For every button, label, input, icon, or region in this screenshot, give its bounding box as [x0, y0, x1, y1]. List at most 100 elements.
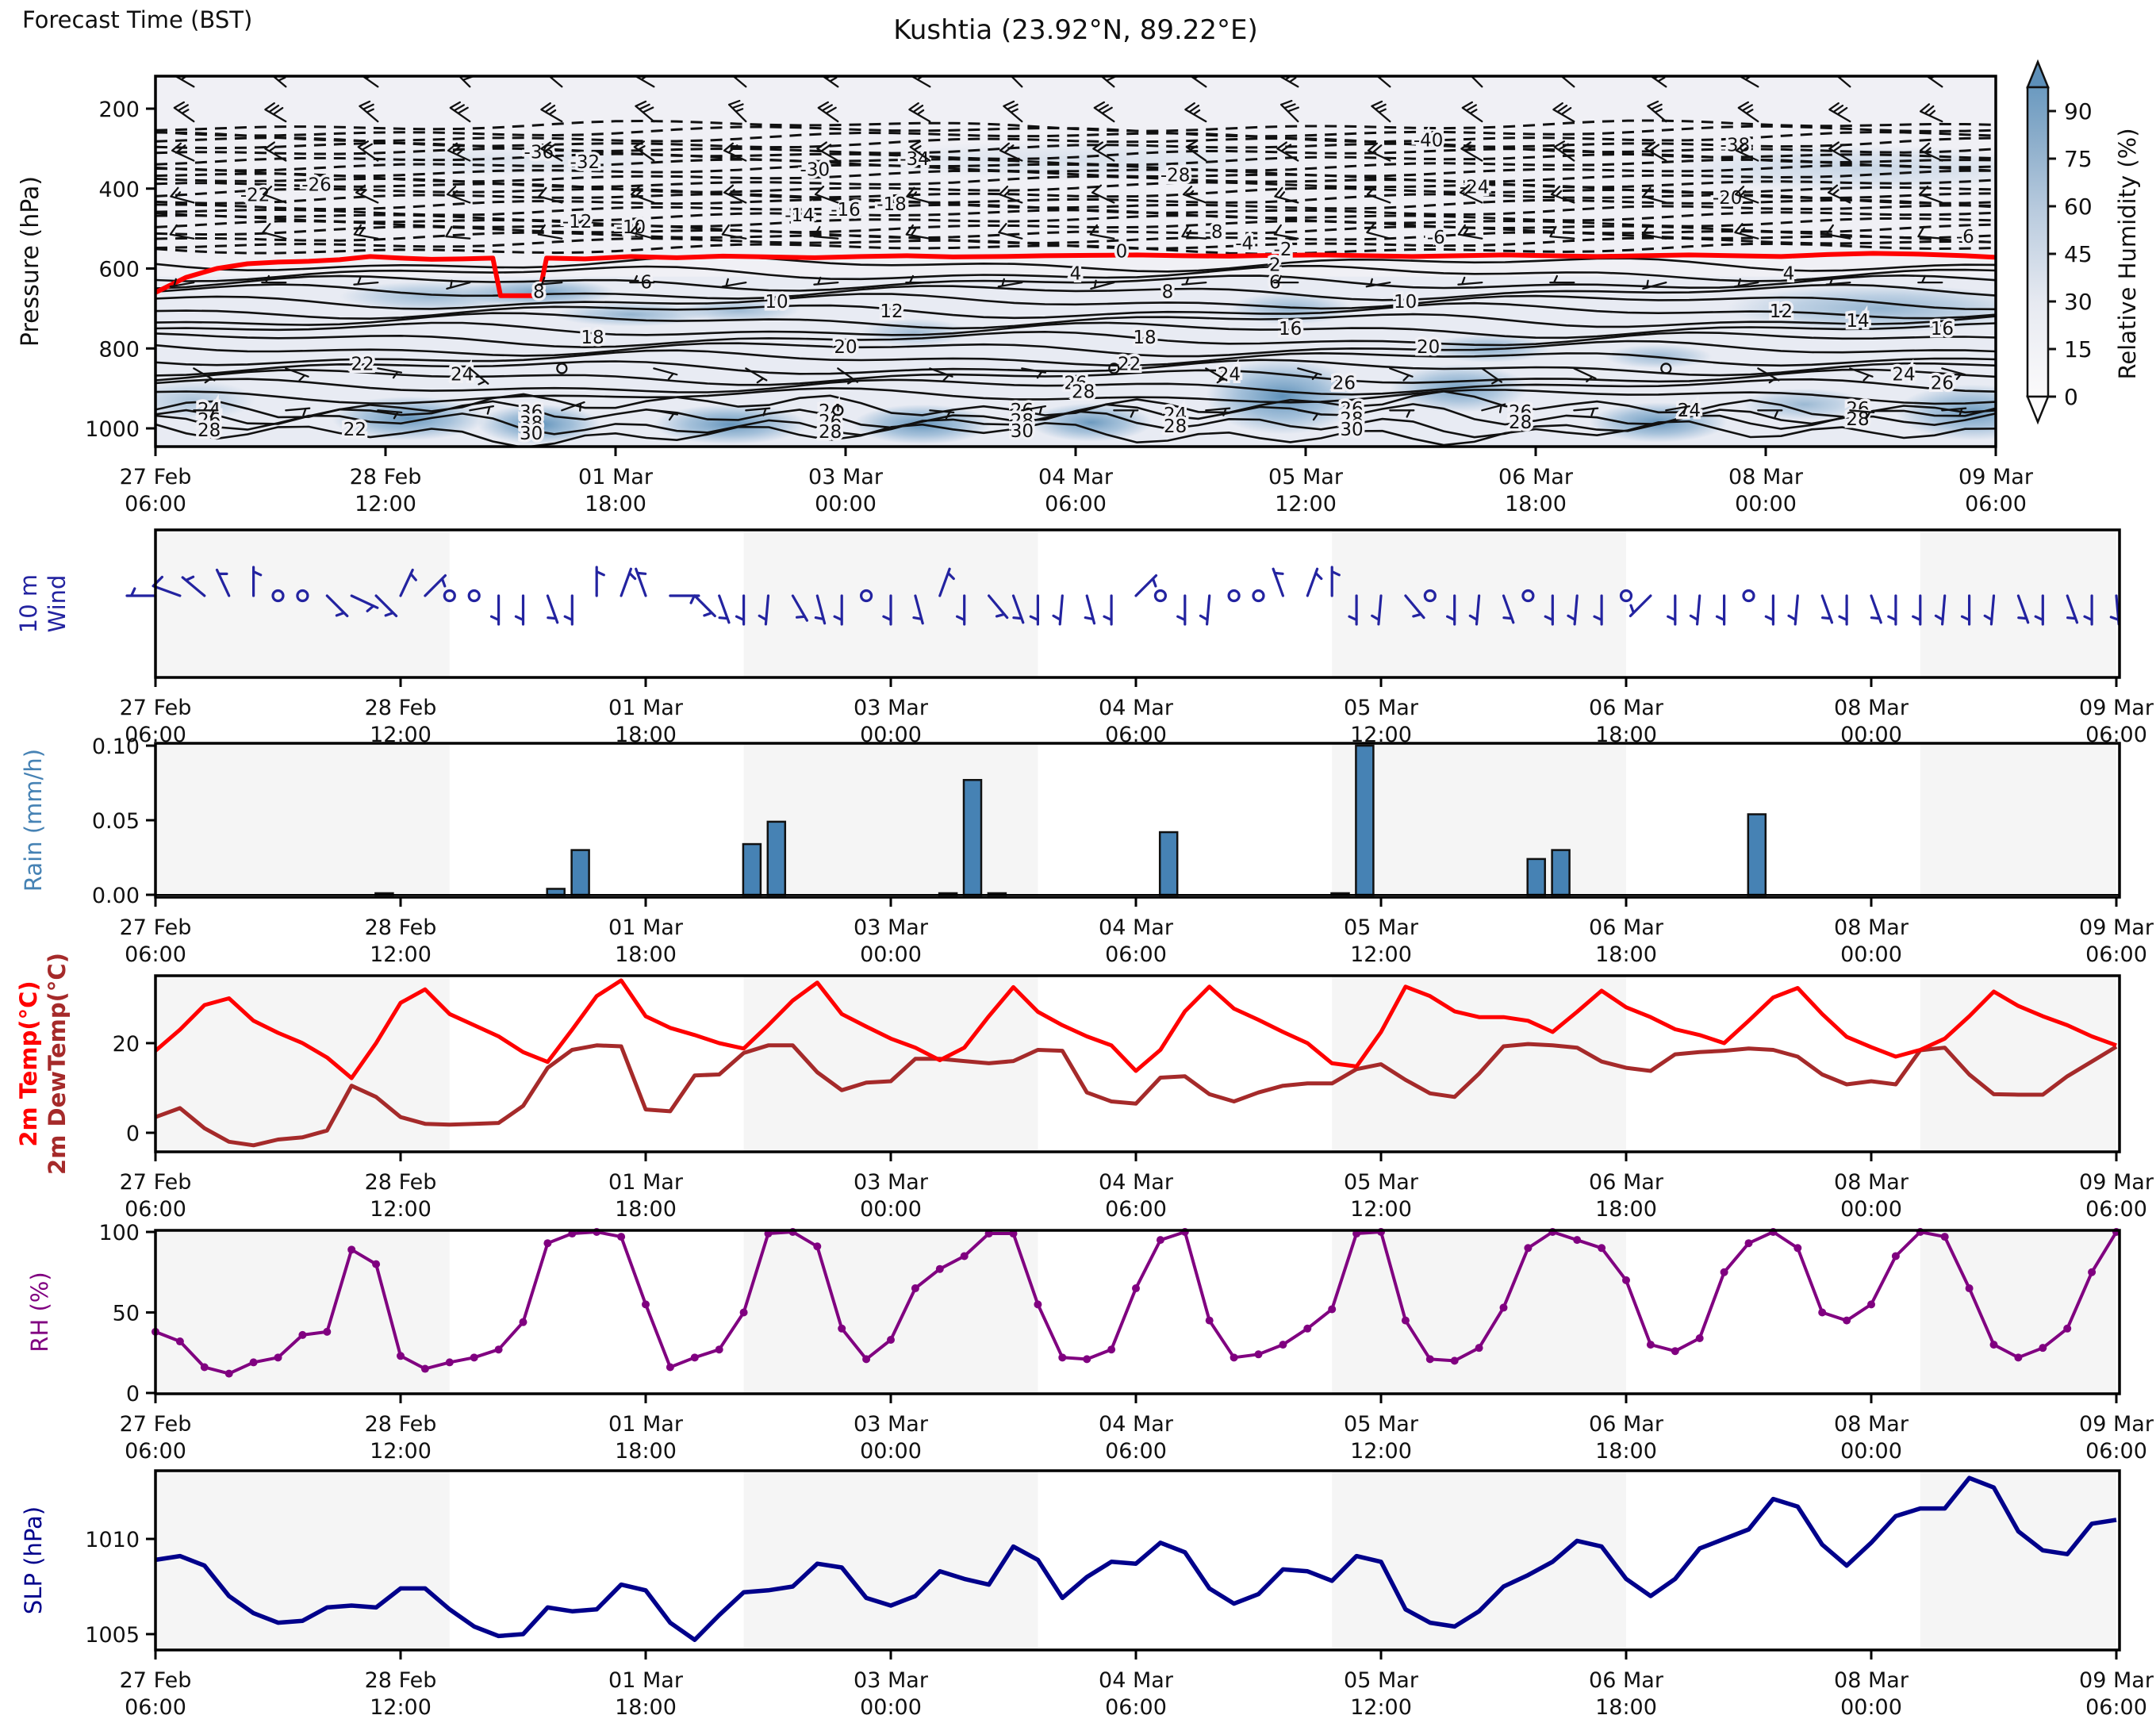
- svg-text:00:00: 00:00: [1840, 1695, 1902, 1716]
- svg-text:28: 28: [1846, 409, 1869, 430]
- slp-line: [155, 1475, 2117, 1642]
- svg-text:26: 26: [1064, 374, 1087, 394]
- svg-text:05 Mar: 05 Mar: [1344, 1412, 1419, 1437]
- svg-text:-36: -36: [524, 142, 554, 163]
- svg-text:01 Mar: 01 Mar: [608, 696, 684, 720]
- svg-text:18:00: 18:00: [615, 942, 677, 967]
- svg-text:06 Mar: 06 Mar: [1589, 696, 1664, 720]
- svg-text:8: 8: [1162, 282, 1174, 303]
- svg-text:24: 24: [1164, 405, 1187, 425]
- svg-text:8: 8: [533, 282, 545, 303]
- svg-text:06:00: 06:00: [125, 492, 186, 516]
- svg-text:08 Mar: 08 Mar: [1728, 465, 1804, 489]
- svg-text:01 Mar: 01 Mar: [578, 465, 654, 489]
- pressure-rh-content: -22 -26-36 -32-12 -10-14-30-16 -18-34-28-8-4…: [155, 76, 1996, 447]
- svg-text:06:00: 06:00: [1105, 942, 1167, 967]
- svg-text:06:00: 06:00: [1045, 492, 1107, 516]
- svg-text:90: 90: [2064, 98, 2093, 125]
- svg-text:-14: -14: [785, 205, 815, 226]
- svg-text:0: 0: [126, 1122, 140, 1146]
- svg-text:22: 22: [351, 354, 374, 374]
- svg-text:4: 4: [1783, 264, 1795, 285]
- svg-text:12:00: 12:00: [370, 1695, 432, 1716]
- svg-text:30: 30: [1340, 420, 1363, 440]
- svg-text:18:00: 18:00: [615, 1695, 677, 1716]
- svg-text:1000: 1000: [85, 417, 140, 442]
- svg-text:-20: -20: [1713, 188, 1743, 209]
- svg-text:28: 28: [1011, 411, 1034, 432]
- svg-text:06:00: 06:00: [125, 1439, 186, 1464]
- svg-text:30: 30: [2064, 289, 2093, 315]
- svg-text:28 Feb: 28 Feb: [365, 1412, 437, 1437]
- svg-text:06:00: 06:00: [2085, 1439, 2147, 1464]
- freezing-level-line: [155, 251, 1996, 298]
- svg-text:09 Mar: 09 Mar: [2079, 1668, 2154, 1693]
- svg-text:26: 26: [198, 410, 221, 431]
- svg-text:09 Mar: 09 Mar: [2079, 915, 2154, 940]
- svg-text:-2: -2: [1274, 240, 1292, 260]
- svg-text:00:00: 00:00: [860, 1439, 922, 1464]
- svg-text:09 Mar: 09 Mar: [1958, 465, 2034, 489]
- svg-text:28: 28: [1072, 382, 1095, 403]
- svg-text:2: 2: [1269, 255, 1281, 275]
- svg-text:-40: -40: [1414, 130, 1444, 151]
- svg-text:28 Feb: 28 Feb: [365, 1170, 437, 1195]
- svg-text:-30: -30: [800, 160, 831, 181]
- svg-text:-38: -38: [1721, 135, 1751, 155]
- svg-text:45: 45: [2064, 241, 2093, 267]
- svg-text:03 Mar: 03 Mar: [854, 1668, 929, 1693]
- svg-text:06:00: 06:00: [2085, 942, 2147, 967]
- svg-text:12:00: 12:00: [1350, 942, 1412, 967]
- svg-text:12: 12: [880, 301, 903, 322]
- svg-text:20: 20: [834, 337, 857, 358]
- colorbar: 0 15 30 45 60 75 90 Relative Humidity (%): [2026, 59, 2141, 425]
- svg-text:14: 14: [1846, 311, 1869, 332]
- svg-text:18:00: 18:00: [615, 1439, 677, 1464]
- svg-text:09 Mar: 09 Mar: [2079, 1170, 2154, 1195]
- svg-text:04 Mar: 04 Mar: [1099, 696, 1174, 720]
- svg-text:15: 15: [2064, 336, 2093, 363]
- svg-text:2m Temp(°C): 2m Temp(°C): [15, 980, 42, 1146]
- page-title: Kushtia (23.92°N, 89.22°E): [893, 14, 1258, 46]
- svg-text:06 Mar: 06 Mar: [1498, 465, 1574, 489]
- svg-text:03 Mar: 03 Mar: [854, 915, 929, 940]
- svg-text:06 Mar: 06 Mar: [1589, 1170, 1664, 1195]
- svg-text:1005: 1005: [85, 1623, 140, 1648]
- svg-text:27 Feb: 27 Feb: [120, 1412, 192, 1437]
- svg-text:28 Feb: 28 Feb: [365, 915, 437, 940]
- svg-text:06:00: 06:00: [1105, 1439, 1167, 1464]
- svg-text:00:00: 00:00: [815, 492, 877, 516]
- svg-text:-32: -32: [570, 152, 600, 173]
- svg-text:28 Feb: 28 Feb: [365, 696, 437, 720]
- svg-text:01 Mar: 01 Mar: [608, 1412, 684, 1437]
- svg-text:0.00: 0.00: [92, 884, 140, 908]
- dewtemp-line: [155, 1042, 2118, 1148]
- svg-text:36: 36: [520, 402, 543, 423]
- svg-text:10 m: 10 m: [15, 574, 42, 633]
- svg-text:10: 10: [765, 292, 788, 313]
- svg-text:28 Feb: 28 Feb: [365, 1668, 437, 1693]
- svg-text:27 Feb: 27 Feb: [120, 1170, 192, 1195]
- forecast-time-label: Forecast Time (BST): [22, 6, 253, 33]
- svg-text:06:00: 06:00: [2085, 1695, 2147, 1716]
- svg-text:04 Mar: 04 Mar: [1099, 1412, 1174, 1437]
- svg-text:28: 28: [198, 420, 221, 441]
- svg-text:16: 16: [1279, 319, 1302, 340]
- svg-text:00:00: 00:00: [1840, 1439, 1902, 1464]
- svg-text:0: 0: [1116, 241, 1128, 262]
- svg-text:-26: -26: [301, 175, 332, 196]
- svg-text:600: 600: [98, 258, 140, 282]
- svg-text:27 Feb: 27 Feb: [120, 915, 192, 940]
- svg-text:400: 400: [98, 178, 140, 202]
- svg-text:09 Mar: 09 Mar: [2079, 696, 2154, 720]
- svg-text:12:00: 12:00: [1350, 1439, 1412, 1464]
